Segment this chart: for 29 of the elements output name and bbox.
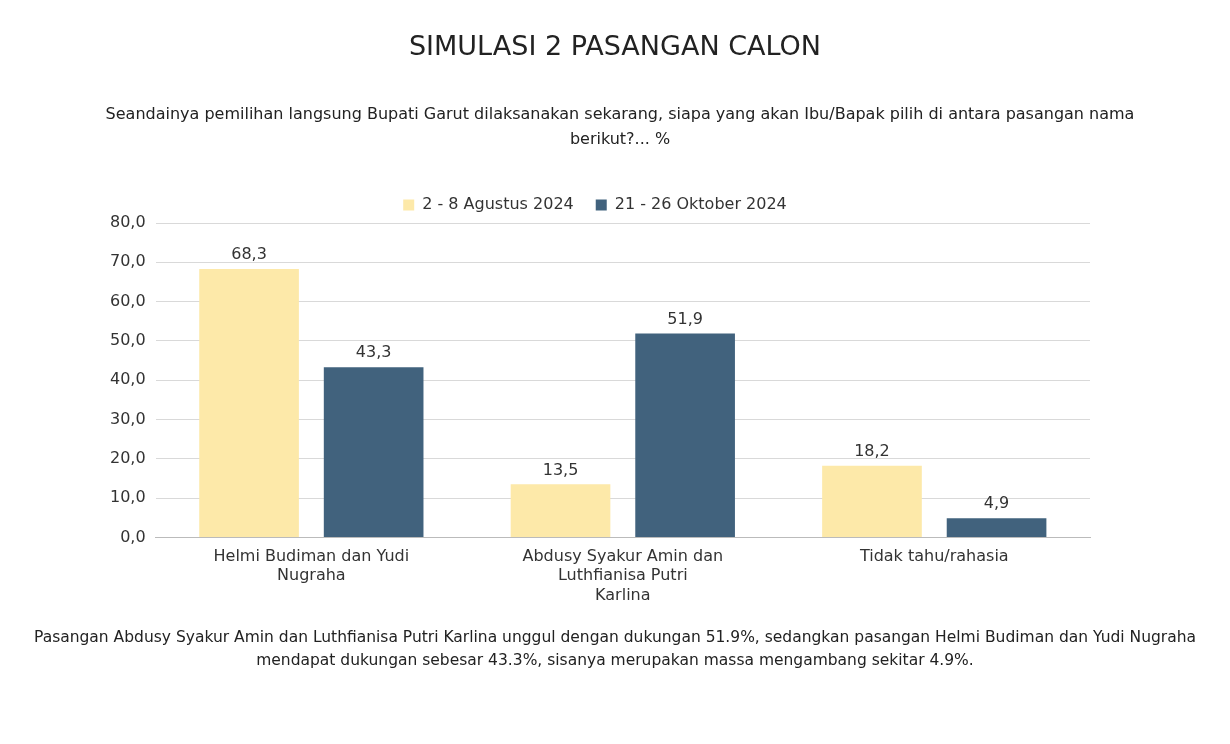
data-label: 68,3 [231, 244, 267, 264]
data-label: 51,9 [667, 308, 703, 328]
data-label: 4,9 [983, 493, 1010, 513]
chart-subtitle: Seandainya pemilihan langsung Bupati Garut dilaksanakan sekarang, siapa yang akan Ibu/Bapak pilih di antara pasangan nama berikut?... % [104, 103, 1136, 150]
text: Pasangan Abdusy Syakur Amin dan Luthfianisa Putri Karlina unggul dengan dukungan 51.9%, sedangkan pasangan Helmi Budiman dan Yudi Nugraha mendapat dukungan sebesar 43.3%, sisanya merupakan massa mengambang sekitar 4.9%. [33, 627, 1197, 671]
chart-title: SIMULASI 2 PASANGAN CALON [407, 30, 823, 61]
y-tick-label: 30,0 [110, 408, 146, 428]
x-tick-label: Helmi Budiman dan Yudi Nugraha [213, 546, 410, 585]
legend-label: 21 - 26 Oktober 2024 [614, 194, 787, 214]
bar [199, 268, 299, 537]
y-tick-label: 60,0 [110, 290, 146, 310]
bar [635, 333, 735, 537]
y-tick-label: 40,0 [110, 369, 146, 389]
y-tick-label: 70,0 [110, 251, 146, 271]
y-tick-label: 0,0 [120, 526, 146, 546]
bar [946, 518, 1047, 537]
legend-label: 2 - 8 Agustus 2024 [422, 194, 574, 214]
y-tick-label: 10,0 [110, 487, 146, 507]
bar [822, 465, 922, 537]
bar [323, 367, 424, 537]
bar [510, 484, 611, 537]
x-tick-label: Tidak tahu/rahasia [858, 546, 1009, 566]
data-label: 43,3 [355, 342, 392, 362]
data-label: 18,2 [854, 441, 890, 461]
data-label: 13,5 [542, 459, 579, 479]
y-tick-label: 50,0 [110, 330, 146, 350]
y-tick-label: 80,0 [110, 212, 146, 232]
x-tick-label: Abdusy Syakur Amin dan Luthfianisa Putri Karlina [522, 546, 724, 604]
y-tick-label: 20,0 [110, 447, 146, 467]
